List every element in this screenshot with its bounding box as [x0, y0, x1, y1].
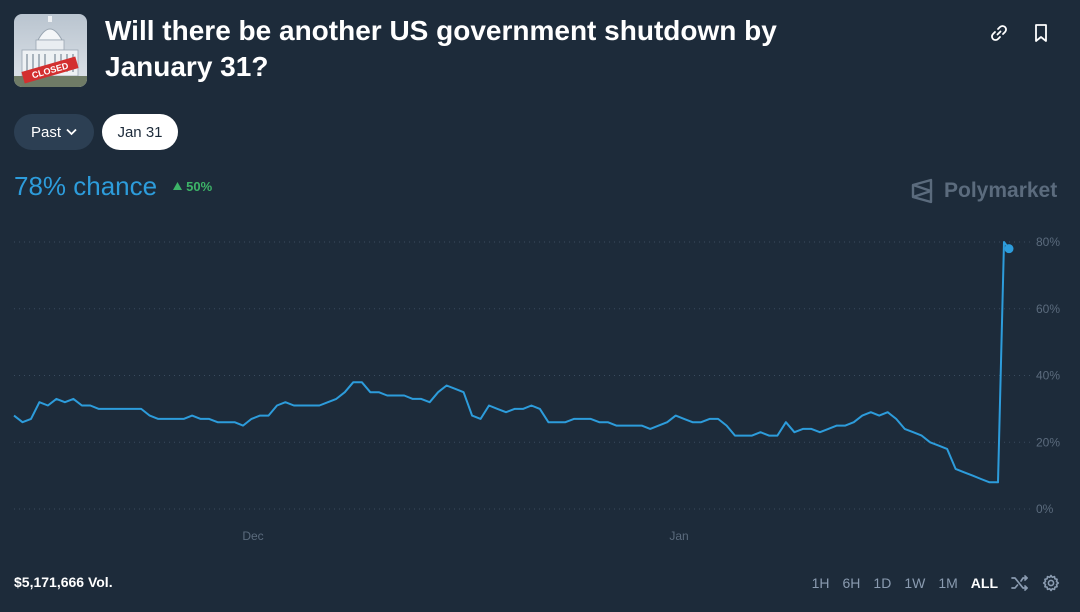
chevron-down-icon: [66, 128, 77, 136]
range-all[interactable]: ALL: [970, 575, 998, 591]
y-tick-label: 0%: [1036, 502, 1054, 516]
triangle-up-icon: [173, 182, 183, 190]
past-label: Past: [30, 123, 61, 141]
chance-value: 78% chance: [14, 170, 158, 201]
date-label: Jan 31: [117, 123, 163, 141]
market-thumbnail: CLOSED: [14, 14, 87, 87]
chance-summary: 78% chance 50%: [14, 168, 212, 204]
polymarket-logo: Polymarket: [910, 176, 1057, 206]
past-dropdown[interactable]: Past: [14, 114, 94, 150]
y-tick-label: 40%: [1036, 369, 1060, 383]
brand-name: Polymarket: [944, 179, 1058, 202]
range-1w[interactable]: 1W: [904, 575, 926, 591]
settings-gear-icon[interactable]: [1042, 574, 1060, 592]
change-badge: 50%: [173, 179, 212, 194]
bookmark-icon[interactable]: [1028, 20, 1054, 46]
range-1d[interactable]: 1D: [873, 575, 892, 591]
shuffle-icon[interactable]: [1011, 575, 1029, 591]
market-title: Will there be another US government shut…: [105, 15, 777, 82]
volume-total: $5,171,666 Vol.: [14, 574, 113, 590]
x-tick-label: Jan: [669, 529, 688, 543]
price-chart: 0% 20% 40% 60% 80% Dec Jan: [13, 235, 1060, 543]
capitol-building-icon: CLOSED: [14, 14, 87, 87]
range-6h[interactable]: 6H: [842, 575, 861, 591]
range-1m[interactable]: 1M: [938, 575, 958, 591]
y-tick-label: 20%: [1036, 435, 1060, 449]
current-point-marker: [1004, 244, 1014, 254]
polymarket-icon: [911, 178, 933, 204]
y-tick-label: 60%: [1036, 302, 1060, 316]
link-icon[interactable]: [986, 20, 1012, 46]
change-value: 50%: [186, 178, 213, 194]
range-1h[interactable]: 1H: [811, 575, 830, 591]
series-line: [13, 241, 1010, 484]
x-tick-label: Dec: [242, 529, 263, 543]
date-filter-jan-31[interactable]: Jan 31: [102, 114, 178, 150]
range-selector: 1H 6H 1D 1W 1M ALL: [799, 572, 1060, 594]
y-tick-label: 80%: [1036, 235, 1060, 249]
